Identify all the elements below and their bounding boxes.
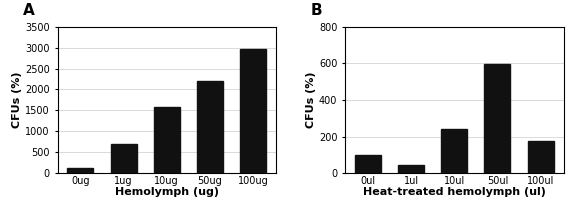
Bar	[67, 168, 93, 173]
Bar	[441, 129, 467, 173]
Bar	[110, 144, 136, 173]
Bar	[197, 81, 223, 173]
Bar	[398, 165, 424, 173]
Bar	[528, 141, 554, 173]
Text: A: A	[23, 3, 34, 18]
Text: B: B	[310, 3, 322, 18]
X-axis label: Hemolymph (ug): Hemolymph (ug)	[115, 187, 218, 197]
Bar	[485, 64, 511, 173]
Y-axis label: CFUs (%): CFUs (%)	[306, 72, 316, 128]
Bar	[154, 107, 180, 173]
Bar	[240, 49, 266, 173]
Bar	[355, 155, 381, 173]
Y-axis label: CFUs (%): CFUs (%)	[12, 72, 22, 128]
X-axis label: Heat-treated hemolymph (ul): Heat-treated hemolymph (ul)	[363, 187, 546, 197]
